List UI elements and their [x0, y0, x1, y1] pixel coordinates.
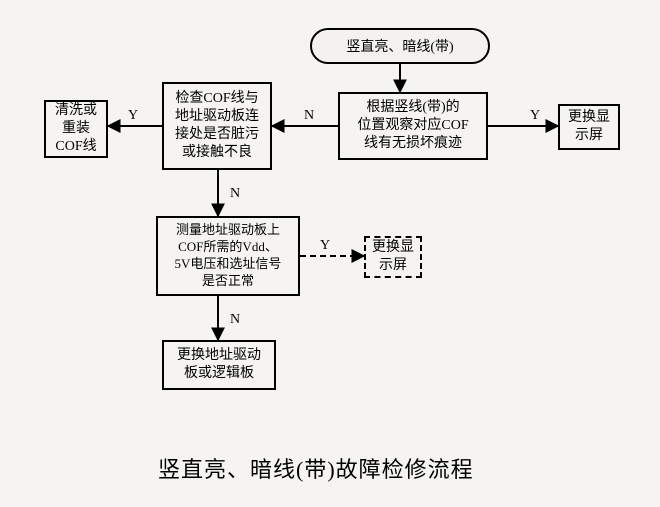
check-cof-label: 检查COF线与地址驱动板连接处是否脏污或接触不良 — [175, 90, 259, 163]
edge-label-check_damage-replace_screen_r: Y — [530, 108, 540, 124]
caption: 竖直亮、暗线(带)故障检修流程 — [158, 452, 474, 484]
edge-label-check_damage-check_cof: N — [304, 108, 314, 124]
caption-text: 竖直亮、暗线(带)故障检修流程 — [158, 457, 474, 482]
replace-board-label: 更换地址驱动板或逻辑板 — [177, 347, 261, 383]
edge-label-measure_vd-replace_screen_m: Y — [320, 238, 330, 254]
start-node: 竖直亮、暗线(带) — [310, 28, 490, 64]
check-damage-node: 根据竖线(带)的位置观察对应COF线有无损坏痕迹 — [338, 92, 488, 160]
edge-label-measure_vd-replace_board: N — [230, 312, 240, 328]
replace-screen-mid-node: 更换显示屏 — [364, 236, 422, 278]
replace-board-node: 更换地址驱动板或逻辑板 — [162, 340, 276, 390]
edge-label-check_cof-clean_cof: Y — [128, 108, 138, 124]
check-damage-label: 根据竖线(带)的位置观察对应COF线有无损坏痕迹 — [357, 99, 468, 154]
measure-vd-node: 测量地址驱动板上COF所需的Vdd、5V电压和选址信号是否正常 — [156, 216, 300, 296]
clean-cof-label: 清洗或重装COF线 — [55, 102, 97, 157]
edge-label-check_cof-measure_vd: N — [230, 186, 240, 202]
replace-screen-right-node: 更换显示屏 — [558, 104, 620, 150]
check-cof-node: 检查COF线与地址驱动板连接处是否脏污或接触不良 — [162, 82, 272, 170]
replace-screen-mid-label: 更换显示屏 — [372, 239, 414, 275]
measure-vd-label: 测量地址驱动板上COF所需的Vdd、5V电压和选址信号是否正常 — [175, 222, 282, 290]
replace-screen-right-label: 更换显示屏 — [568, 109, 610, 145]
start-label: 竖直亮、暗线(带) — [346, 36, 453, 56]
clean-cof-node: 清洗或重装COF线 — [44, 100, 108, 158]
